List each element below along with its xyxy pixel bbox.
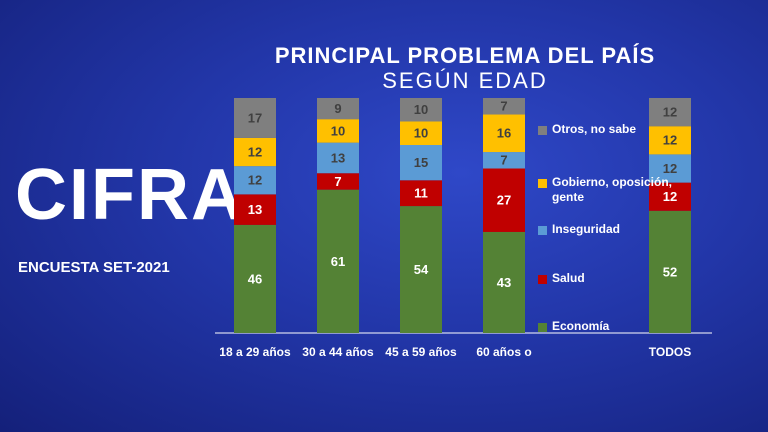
x-tick-label: TODOS — [649, 345, 691, 359]
chart-subtitle: SEGÚN EDAD — [382, 68, 547, 93]
x-tick-label: 30 a 44 años — [302, 345, 374, 359]
data-label: 10 — [414, 126, 428, 141]
bar-segment — [400, 145, 442, 181]
data-label: 12 — [663, 189, 677, 204]
data-label: 12 — [248, 173, 262, 188]
bar-segment — [234, 166, 276, 195]
bar-segment — [234, 98, 276, 138]
bar-segment — [649, 98, 691, 127]
legend-label: Salud — [552, 271, 585, 285]
bar-segment — [317, 189, 359, 333]
bar-segment — [400, 180, 442, 207]
data-label: 7 — [500, 99, 507, 114]
data-label: 10 — [331, 123, 345, 138]
chart-title: PRINCIPAL PROBLEMA DEL PAÍS — [275, 43, 655, 68]
bar-segment — [483, 168, 525, 232]
legend-label: Gobierno, oposición, gente — [552, 175, 672, 204]
legend-swatch — [538, 275, 547, 284]
legend-swatch — [538, 226, 547, 235]
data-label: 46 — [248, 271, 262, 286]
bar-segment — [317, 119, 359, 143]
x-tick-label: 18 a 29 años — [219, 345, 291, 359]
data-label: 12 — [248, 144, 262, 159]
bar-segment — [483, 231, 525, 333]
legend-label: Otros, no sabe — [552, 122, 637, 136]
bar-segment — [483, 98, 525, 115]
data-label: 15 — [414, 155, 428, 170]
bar-segment — [649, 182, 691, 211]
bar-segment — [234, 137, 276, 167]
data-label: 13 — [331, 150, 345, 165]
data-label: 12 — [663, 161, 677, 176]
data-label: 61 — [331, 254, 345, 269]
x-tick-label: 45 a 59 años — [385, 345, 457, 359]
legend-label: Economía — [552, 319, 610, 333]
legend-swatch — [538, 126, 547, 135]
bar-segment — [234, 224, 276, 333]
legend-label: Inseguridad — [552, 222, 621, 236]
data-label: 17 — [248, 110, 262, 125]
logo-caption: ENCUESTA SET-2021 — [18, 259, 170, 276]
bar-segment — [400, 98, 442, 122]
bar-segment — [649, 154, 691, 183]
data-label: 27 — [497, 193, 511, 208]
data-label: 13 — [248, 202, 262, 217]
data-label: 7 — [500, 153, 507, 168]
data-label: 52 — [663, 264, 677, 279]
bar-segment — [317, 98, 359, 120]
bar-segment — [483, 152, 525, 169]
bar-segment — [483, 114, 525, 153]
data-label: 54 — [414, 262, 429, 277]
bar-segment — [317, 173, 359, 190]
data-label: 9 — [334, 101, 341, 116]
logo: CIFRA — [15, 155, 245, 235]
bar-segment — [649, 126, 691, 155]
data-label: 11 — [414, 186, 428, 201]
data-label: 7 — [334, 174, 341, 189]
bar-segment — [649, 210, 691, 333]
legend-swatch — [538, 179, 547, 188]
legend-swatch — [538, 323, 547, 332]
data-label: 12 — [663, 105, 677, 120]
bar-segment — [400, 206, 442, 333]
x-tick-label: 60 años o — [476, 345, 531, 359]
data-label: 43 — [497, 275, 511, 290]
bar-segment — [317, 142, 359, 174]
data-label: 10 — [414, 102, 428, 117]
bar-segment — [234, 194, 276, 225]
data-label: 16 — [497, 126, 511, 141]
bar-segment — [400, 121, 442, 145]
data-label: 12 — [663, 133, 677, 148]
